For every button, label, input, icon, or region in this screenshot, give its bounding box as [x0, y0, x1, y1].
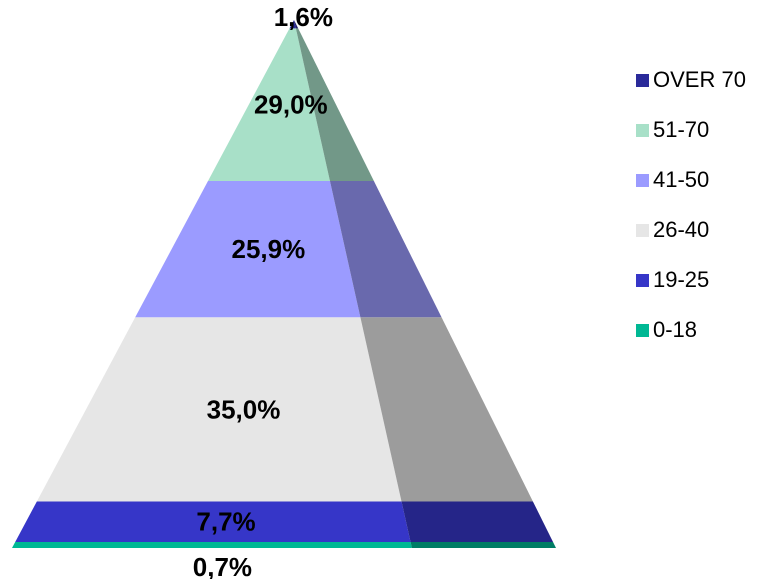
data-label-51-70: 29,0% [254, 90, 328, 120]
pyramid-side-over-70 [294, 20, 299, 29]
legend-item-26-40: 26-40 [636, 205, 772, 255]
legend-item-0-18: 0-18 [636, 305, 772, 355]
legend-swatch [636, 73, 649, 87]
legend-swatch [636, 123, 649, 137]
legend-item-41-50: 41-50 [636, 155, 772, 205]
data-label-0-18: 0,7% [193, 552, 252, 579]
legend-item-19-25: 19-25 [636, 255, 772, 305]
pyramid-front-51-70 [208, 28, 330, 182]
legend-swatch [636, 323, 649, 337]
legend-label: 41-50 [653, 167, 710, 192]
pyramid-side-0-18 [410, 542, 556, 548]
data-label-over-70: 1,6% [274, 2, 333, 32]
legend-swatch [636, 223, 649, 237]
data-label-41-50: 25,9% [232, 234, 306, 264]
legend-label: 26-40 [653, 217, 710, 242]
data-label-26-40: 35,0% [207, 394, 281, 424]
data-label-19-25: 7,7% [196, 507, 255, 537]
pyramid-side-26-40 [360, 317, 533, 502]
pyramid-side-19-25 [401, 501, 554, 542]
pyramid-side-41-50 [329, 181, 442, 318]
legend-label: OVER 70 [653, 67, 746, 92]
legend-label: 0-18 [653, 317, 698, 342]
pyramid-front-26-40 [36, 317, 402, 502]
legend-item-over-70: OVER 70 [636, 55, 772, 105]
legend-item-51-70: 51-70 [636, 105, 772, 155]
legend: OVER 70 51-70 41-50 26-40 19-25 0-18 [636, 55, 772, 355]
pyramid-side-51-70 [295, 28, 374, 182]
pyramid-front-0-18 [12, 542, 412, 548]
legend-label: 51-70 [653, 117, 710, 142]
legend-swatch [636, 173, 649, 187]
pyramid-front-over-70 [289, 20, 296, 29]
legend-label: 19-25 [653, 267, 710, 292]
legend-swatch [636, 273, 649, 287]
pyramid-front-41-50 [135, 181, 361, 318]
pyramid-front-19-25 [15, 501, 411, 542]
